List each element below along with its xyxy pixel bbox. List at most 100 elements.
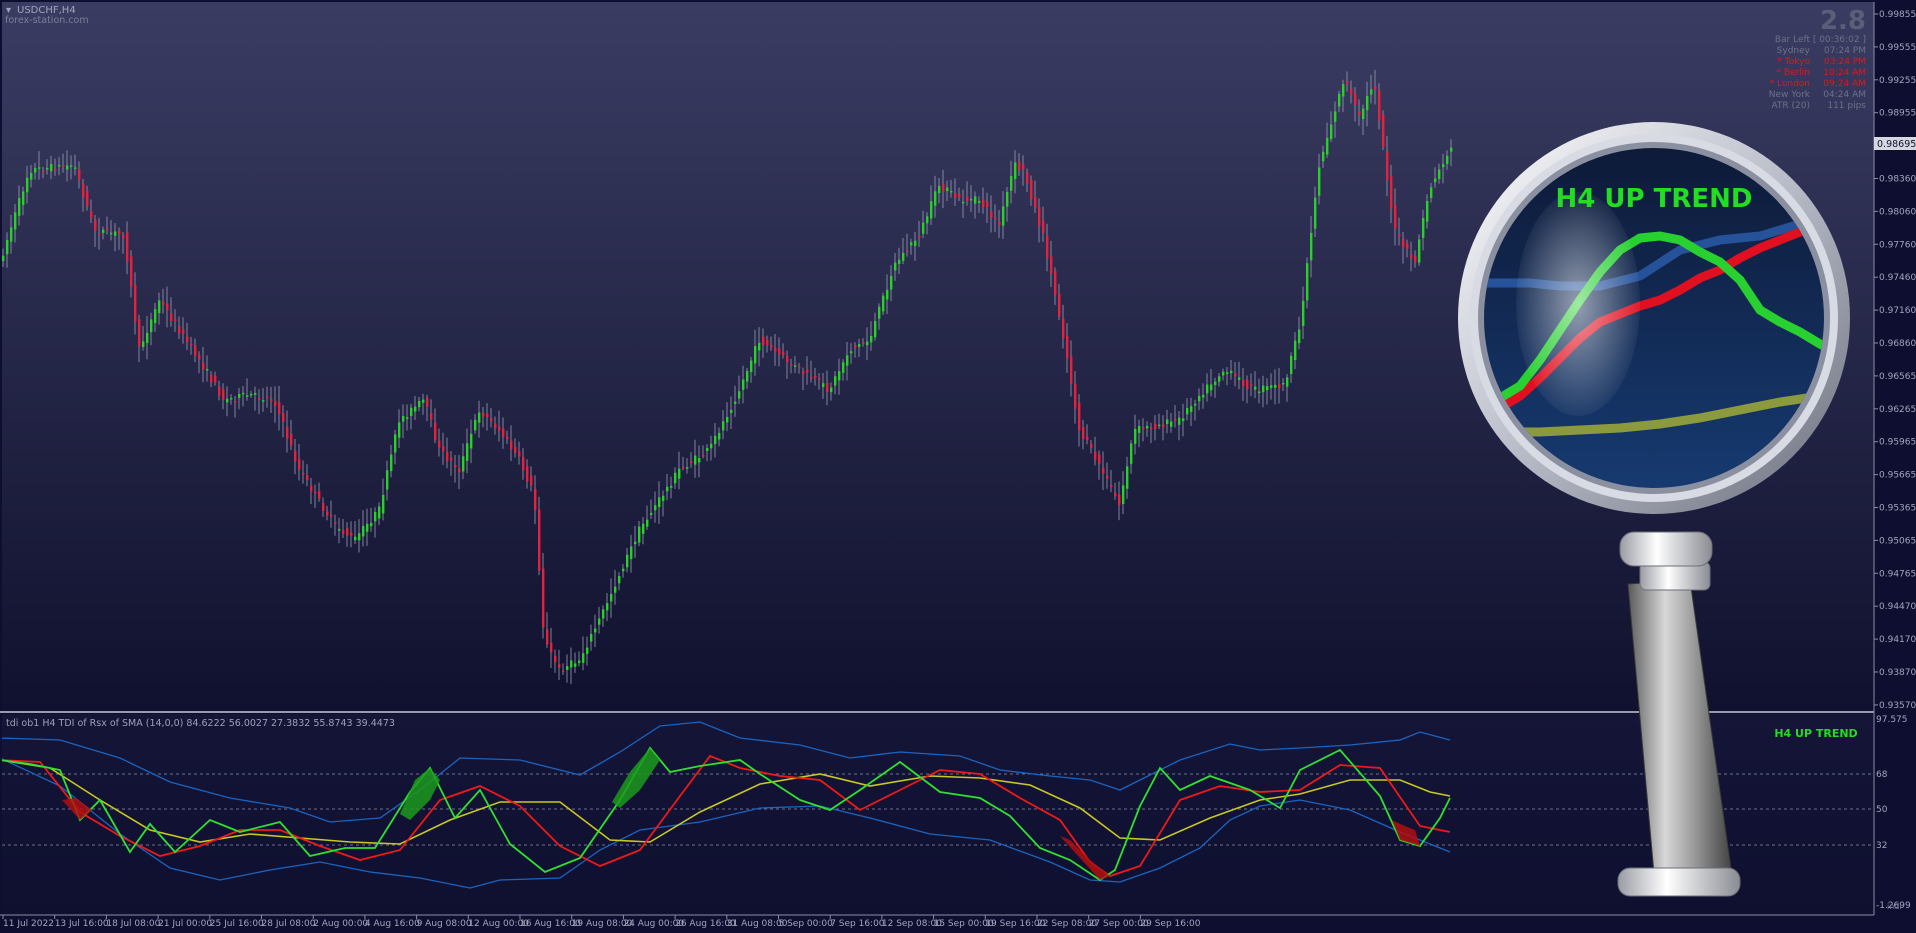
candle-body bbox=[790, 364, 793, 366]
time-label: 21 Jul 00:00 bbox=[158, 919, 212, 929]
candle-body bbox=[1246, 379, 1249, 390]
candle-body bbox=[762, 336, 765, 346]
candle-body bbox=[1242, 379, 1245, 387]
candle-body bbox=[334, 522, 337, 524]
price-label: 0.93570 bbox=[1879, 701, 1916, 711]
candle-body bbox=[210, 374, 213, 383]
info-value: [ 00:36:02 ] bbox=[1813, 35, 1866, 45]
candle-body bbox=[746, 370, 749, 382]
candle-body bbox=[614, 586, 617, 593]
candle-body bbox=[362, 526, 365, 537]
candle-body bbox=[1094, 451, 1097, 460]
price-label: 0.94170 bbox=[1879, 635, 1916, 645]
candle-body bbox=[14, 212, 17, 230]
candle-body bbox=[466, 443, 469, 461]
info-value: 07:24 PM bbox=[1824, 46, 1866, 56]
indicator-level-labels: 97.575 68 50 32 -1.2699 bbox=[1876, 715, 1911, 911]
candle-body bbox=[1014, 162, 1017, 179]
candle-body bbox=[866, 341, 869, 346]
candle-body bbox=[366, 523, 369, 532]
candle-body bbox=[1450, 147, 1453, 152]
candle-body bbox=[778, 348, 781, 355]
candle-body bbox=[962, 201, 965, 204]
candle-body bbox=[1062, 318, 1065, 339]
info-label: * Berlin bbox=[1777, 68, 1810, 78]
candle-body bbox=[266, 396, 269, 399]
candle-body bbox=[842, 362, 845, 373]
candle-body bbox=[146, 332, 149, 344]
candle-body bbox=[1186, 408, 1189, 415]
candle-body bbox=[1166, 419, 1169, 424]
candle-body bbox=[666, 486, 669, 492]
indicator-title: tdi ob1 H4 TDI of Rsx of SMA (14,0,0) 84… bbox=[6, 718, 395, 729]
candle-body bbox=[1230, 370, 1233, 374]
info-label: ATR (20) bbox=[1771, 101, 1810, 111]
candle-body bbox=[922, 222, 925, 234]
info-value: 04:24 AM bbox=[1823, 90, 1866, 100]
candle-body bbox=[1174, 418, 1177, 421]
candle-body bbox=[758, 342, 761, 351]
symbol-title-arrow[interactable]: ▾ bbox=[6, 5, 11, 16]
candle-body bbox=[270, 399, 273, 402]
candle-body bbox=[1298, 329, 1301, 344]
candle-body bbox=[1090, 443, 1093, 448]
candle-body bbox=[482, 412, 485, 417]
candle-body bbox=[1330, 124, 1333, 140]
candle-body bbox=[1182, 418, 1185, 421]
candle-body bbox=[1034, 196, 1037, 208]
candle-body bbox=[1050, 256, 1053, 274]
info-value: 10:24 AM bbox=[1823, 68, 1866, 78]
candle-body bbox=[1082, 427, 1085, 439]
price-axis[interactable] bbox=[1874, 0, 1916, 933]
candle-body bbox=[1126, 466, 1129, 489]
candle-body bbox=[706, 448, 709, 451]
candle-body bbox=[1154, 423, 1157, 430]
candle-body bbox=[698, 458, 701, 463]
indicator-level-label: 68 bbox=[1876, 770, 1888, 780]
tdi-indicator-lines bbox=[2, 721, 1451, 889]
current-price: 0.98695 bbox=[1877, 139, 1916, 150]
candle-body bbox=[426, 397, 429, 407]
candle-body bbox=[530, 475, 533, 486]
indicator-pane[interactable] bbox=[2, 714, 1874, 915]
candle-body bbox=[1162, 424, 1165, 428]
price-label: 0.94765 bbox=[1879, 569, 1916, 579]
candle-body bbox=[378, 506, 381, 519]
spread-value: 2.8 bbox=[1820, 6, 1866, 36]
candle-body bbox=[814, 375, 817, 378]
price-label: 0.93870 bbox=[1879, 668, 1916, 678]
candle-body bbox=[1218, 376, 1221, 382]
tdi-cross-fill bbox=[1392, 820, 1420, 846]
candle-body bbox=[474, 419, 477, 431]
candle-body bbox=[1158, 424, 1161, 427]
price-label: 0.97460 bbox=[1879, 273, 1916, 283]
candle-body bbox=[518, 451, 521, 457]
candle-body bbox=[438, 440, 441, 448]
candle-body bbox=[646, 519, 649, 527]
candle-body bbox=[302, 472, 305, 475]
candle-body bbox=[1262, 385, 1265, 393]
candle-body bbox=[1422, 217, 1425, 238]
candle-body bbox=[1382, 114, 1385, 147]
candle-body bbox=[1418, 239, 1421, 263]
candle-body bbox=[1398, 234, 1401, 237]
candle-body bbox=[726, 417, 729, 423]
candle-body bbox=[970, 198, 973, 201]
candle-body bbox=[1342, 84, 1345, 97]
candle-body bbox=[486, 413, 489, 418]
candle-body bbox=[170, 313, 173, 321]
candle-body bbox=[770, 344, 773, 348]
candle-body bbox=[98, 233, 101, 235]
info-label: New York bbox=[1769, 90, 1811, 100]
candle-body bbox=[782, 352, 785, 355]
candle-body bbox=[94, 219, 97, 231]
candle-body bbox=[298, 459, 301, 470]
candle-body bbox=[1430, 187, 1433, 198]
candle-body bbox=[134, 285, 137, 322]
candle-body bbox=[1354, 94, 1357, 105]
candle-body bbox=[930, 201, 933, 219]
price-label: 0.99555 bbox=[1879, 43, 1916, 53]
